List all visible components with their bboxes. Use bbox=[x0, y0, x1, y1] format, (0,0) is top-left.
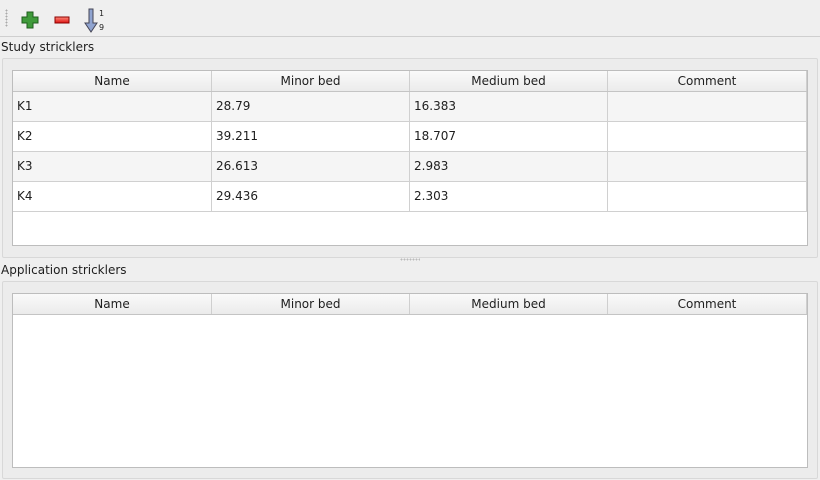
sort-label-bottom: 9 bbox=[99, 23, 104, 32]
column-header-comment[interactable]: Comment bbox=[608, 71, 807, 91]
cell-comment[interactable] bbox=[608, 182, 807, 211]
cell-minor-bed[interactable]: 39.211 bbox=[212, 122, 410, 151]
application-table-header: Name Minor bed Medium bed Comment bbox=[13, 294, 807, 315]
study-section-title: Study stricklers bbox=[1, 40, 95, 54]
cell-name[interactable]: K1 bbox=[13, 92, 212, 121]
column-header-name[interactable]: Name bbox=[13, 71, 212, 91]
sort-label-top: 1 bbox=[99, 9, 104, 18]
study-table[interactable]: Name Minor bed Medium bed Comment K1 28.7… bbox=[12, 70, 808, 246]
column-header-medium-bed[interactable]: Medium bed bbox=[410, 71, 608, 91]
column-header-comment[interactable]: Comment bbox=[608, 294, 807, 314]
cell-medium-bed[interactable]: 18.707 bbox=[410, 122, 608, 151]
toolbar: 1 9 bbox=[0, 0, 820, 37]
table-row[interactable]: K1 28.79 16.383 bbox=[13, 92, 807, 122]
cell-medium-bed[interactable]: 2.303 bbox=[410, 182, 608, 211]
remove-button[interactable] bbox=[49, 6, 75, 32]
splitter-handle[interactable] bbox=[400, 258, 420, 261]
table-row[interactable]: K3 26.613 2.983 bbox=[13, 152, 807, 182]
sort-button[interactable]: 1 9 bbox=[82, 6, 108, 33]
cell-name[interactable]: K3 bbox=[13, 152, 212, 181]
toolbar-grip[interactable] bbox=[5, 9, 8, 27]
application-table[interactable]: Name Minor bed Medium bed Comment bbox=[12, 293, 808, 468]
cell-comment[interactable] bbox=[608, 122, 807, 151]
cell-medium-bed[interactable]: 2.983 bbox=[410, 152, 608, 181]
cell-name[interactable]: K2 bbox=[13, 122, 212, 151]
study-table-header: Name Minor bed Medium bed Comment bbox=[13, 71, 807, 92]
column-header-minor-bed[interactable]: Minor bed bbox=[212, 71, 410, 91]
sort-ascending-icon: 1 9 bbox=[84, 8, 104, 33]
cell-name[interactable]: K4 bbox=[13, 182, 212, 211]
table-row[interactable]: K4 29.436 2.303 bbox=[13, 182, 807, 212]
column-header-name[interactable]: Name bbox=[13, 294, 212, 314]
application-section-title: Application stricklers bbox=[1, 263, 127, 277]
cell-comment[interactable] bbox=[608, 92, 807, 121]
cell-medium-bed[interactable]: 16.383 bbox=[410, 92, 608, 121]
minus-icon bbox=[54, 16, 70, 24]
cell-minor-bed[interactable]: 29.436 bbox=[212, 182, 410, 211]
table-row[interactable]: K2 39.211 18.707 bbox=[13, 122, 807, 152]
plus-icon bbox=[21, 11, 39, 29]
add-button[interactable] bbox=[17, 6, 43, 32]
cell-minor-bed[interactable]: 28.79 bbox=[212, 92, 410, 121]
column-header-minor-bed[interactable]: Minor bed bbox=[212, 294, 410, 314]
column-header-medium-bed[interactable]: Medium bed bbox=[410, 294, 608, 314]
cell-comment[interactable] bbox=[608, 152, 807, 181]
cell-minor-bed[interactable]: 26.613 bbox=[212, 152, 410, 181]
